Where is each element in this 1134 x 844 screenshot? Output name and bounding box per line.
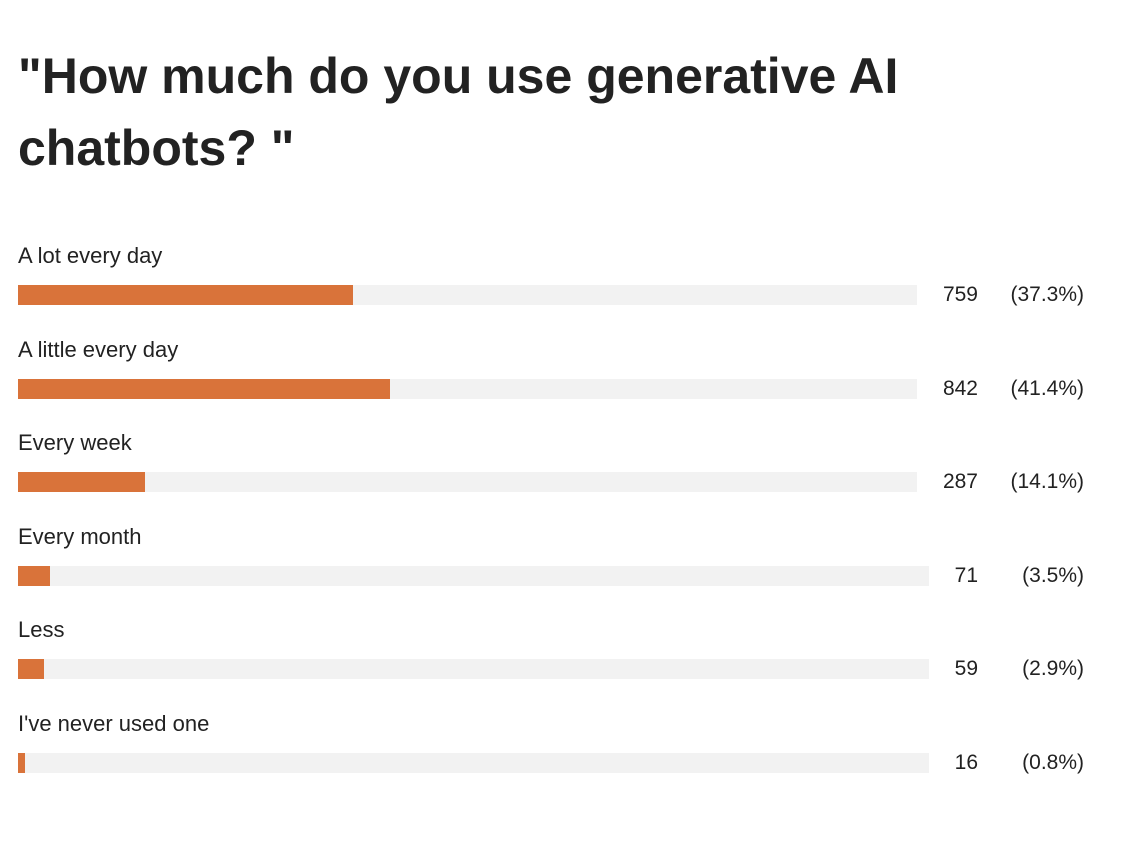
bar <box>18 565 50 586</box>
option-label: Less <box>18 617 65 642</box>
vote-count: 842 <box>942 376 978 400</box>
bar <box>18 472 145 492</box>
option-row: Less 59 (2.9%) <box>18 616 1084 710</box>
rows: A lot every day 759 (37.3%) A little every … <box>18 242 1084 803</box>
option-row: Every week 287 (14.1%) <box>18 429 1084 523</box>
bar-line: 842 (41.4%) <box>18 374 1084 404</box>
vote-count: 59 <box>954 657 978 680</box>
poll-results: "How much do you use generative AI chatb… <box>18 40 1084 803</box>
option-row: A little every day 842 (41.4%) <box>18 336 1084 430</box>
bar <box>18 285 354 305</box>
bar-line: 759 (37.3%) <box>18 280 1084 310</box>
vote-count: 71 <box>954 563 978 587</box>
option-label: I've never used one <box>18 710 210 736</box>
vote-count: 287 <box>942 470 978 493</box>
bar-track <box>18 472 917 492</box>
vote-share: (14.1%) <box>1010 470 1084 493</box>
bar-line: 71 (3.5%) <box>18 561 1084 591</box>
vote-share: (2.9%) <box>1022 657 1084 680</box>
bar-track <box>18 659 929 679</box>
bar-track <box>18 378 917 399</box>
option-label: Every week <box>18 430 132 455</box>
bar-track <box>18 752 929 773</box>
bar <box>18 378 391 399</box>
vote-share: (37.3%) <box>1010 283 1084 306</box>
vote-share: (41.4%) <box>1010 376 1084 400</box>
bar <box>18 752 26 773</box>
bar-line: 287 (14.1%) <box>18 467 1084 497</box>
vote-count: 759 <box>942 283 978 306</box>
option-label: A lot every day <box>18 243 163 268</box>
option-row: Every month 71 (3.5%) <box>18 523 1084 617</box>
bar <box>18 659 45 679</box>
option-label: Every month <box>18 523 142 549</box>
bar-track <box>18 565 929 586</box>
vote-share: (3.5%) <box>1022 563 1084 587</box>
bar-line: 16 (0.8%) <box>18 748 1084 778</box>
option-row: A lot every day 759 (37.3%) <box>18 242 1084 336</box>
bar-track <box>18 285 917 305</box>
poll-title: "How much do you use generative AI chatb… <box>18 48 899 176</box>
vote-count: 16 <box>954 750 978 774</box>
bar-line: 59 (2.9%) <box>18 654 1084 684</box>
option-label: A little every day <box>18 336 179 362</box>
option-row: I've never used one 16 (0.8%) <box>18 710 1084 804</box>
vote-share: (0.8%) <box>1022 750 1084 774</box>
